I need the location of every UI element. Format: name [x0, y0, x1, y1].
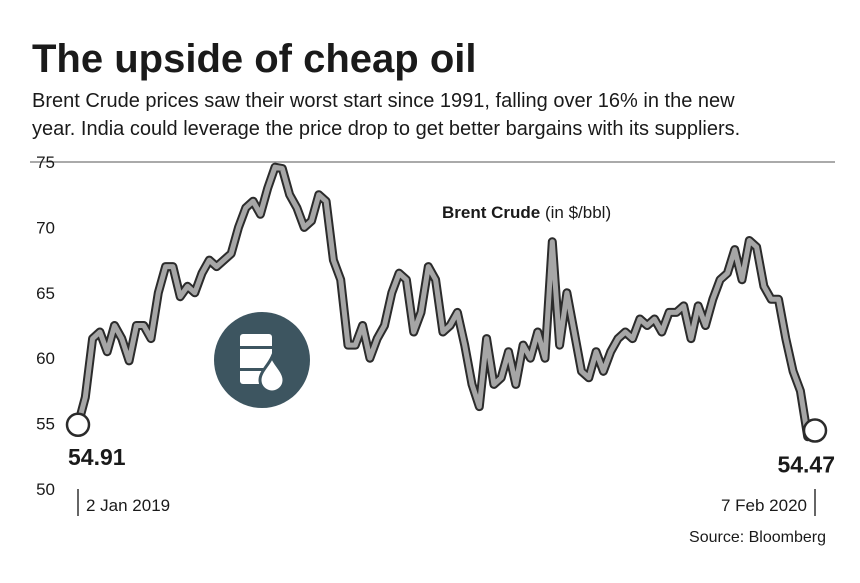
line	[75, 164, 818, 440]
subtitle: Brent Crude prices saw their worst start…	[32, 90, 735, 112]
y-tick-label: 70	[36, 218, 55, 237]
series-name: Brent Crude	[442, 203, 540, 222]
y-tick-label: 60	[36, 349, 55, 368]
end-marker	[65, 412, 91, 438]
source: Source: Bloomberg	[689, 529, 826, 546]
chart-title: The upside of cheap oil	[32, 37, 477, 81]
oil-icon	[214, 312, 310, 408]
unit-label: (in $/bbl)	[545, 203, 611, 222]
end-marker	[802, 418, 828, 443]
subtitle: year. India could leverage the price dro…	[32, 118, 740, 140]
y-tick-label: 75	[36, 153, 55, 172]
data-label: 54.91	[68, 444, 126, 470]
y-tick-label: 55	[36, 415, 55, 434]
data-label: 54.47	[777, 452, 835, 478]
x-tick-label: 7 Feb 2020	[721, 496, 807, 515]
y-tick-label: 50	[36, 480, 55, 499]
x-tick-label: 2 Jan 2019	[86, 496, 170, 515]
y-tick-label: 65	[36, 284, 55, 303]
series-label: Brent Crude (in $/bbl)	[442, 203, 611, 222]
